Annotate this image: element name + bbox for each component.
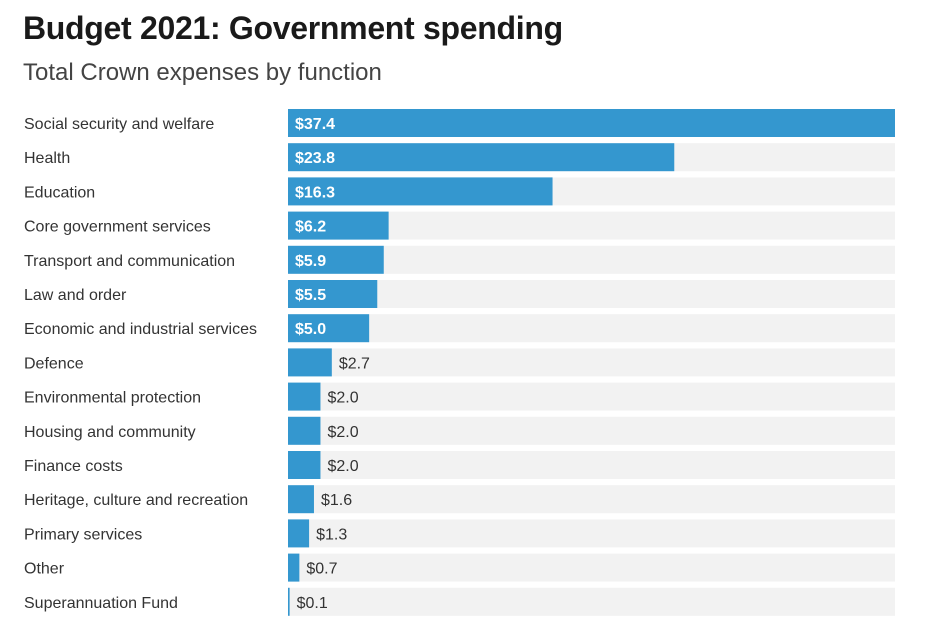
bar (288, 245, 384, 274)
category-label: Heritage, culture and recreation (24, 492, 248, 509)
bar-row: Transport and communication $5.9 (24, 245, 895, 274)
bar (288, 451, 321, 479)
value-label: $2.0 (327, 390, 358, 407)
bar-row: Heritage, culture and recreation $1.6 (24, 485, 895, 514)
category-label: Economic and industrial services (24, 321, 257, 338)
bar-row: Primary services $1.3 (24, 519, 895, 548)
bar-row: Superannuation Fund $0.1 (24, 587, 895, 616)
bar-track (288, 587, 895, 616)
bar-track (288, 211, 895, 240)
bar-track (288, 451, 895, 479)
bar-row: Law and order $5.5 (24, 280, 895, 308)
bar-track (288, 280, 895, 308)
category-label: Housing and community (24, 424, 196, 441)
bar-row: Social security and welfare $37.4 (24, 109, 895, 137)
bar-row: Core government services $6.2 (24, 211, 895, 240)
category-label: Finance costs (24, 458, 123, 475)
bar-track (288, 416, 895, 445)
category-label: Transport and communication (24, 253, 235, 270)
bar-track (288, 348, 895, 377)
category-label: Environmental protection (24, 390, 201, 407)
bar-row: Health $23.8 (24, 143, 895, 172)
bar (288, 519, 310, 548)
bar (288, 382, 321, 411)
value-label: $2.0 (327, 424, 358, 441)
value-label: $2.0 (327, 458, 358, 475)
category-label: Defence (24, 355, 84, 372)
value-label: $1.3 (316, 526, 347, 543)
bar (288, 211, 389, 240)
value-label: $5.0 (295, 321, 326, 338)
bar (288, 314, 370, 343)
bar-row: Economic and industrial services $5.0 (24, 314, 895, 343)
category-label: Law and order (24, 287, 127, 304)
bar-track (288, 314, 895, 343)
bar (288, 587, 290, 616)
bar (288, 485, 314, 514)
value-label: $16.3 (295, 184, 335, 201)
value-label: $1.6 (321, 492, 352, 509)
bar-row: Defence $2.7 (24, 348, 895, 377)
category-label: Core government services (24, 219, 211, 236)
bar-row: Other $0.7 (24, 553, 895, 582)
category-label: Primary services (24, 526, 142, 543)
chart-subtitle: Total Crown expenses by function (23, 59, 382, 86)
bar-row: Housing and community $2.0 (24, 416, 895, 445)
bar-row: Education $16.3 (24, 177, 895, 206)
bar-row: Finance costs $2.0 (24, 451, 895, 479)
bar-track (288, 519, 895, 548)
bar (288, 280, 378, 308)
bar (288, 143, 675, 172)
category-label: Superannuation Fund (24, 595, 178, 612)
value-label: $37.4 (295, 116, 335, 133)
category-label: Health (24, 150, 70, 167)
value-label: $0.7 (306, 561, 337, 578)
bar (288, 553, 300, 582)
bar-track (288, 245, 895, 274)
category-label: Social security and welfare (24, 116, 214, 133)
bar (288, 109, 895, 137)
bar-track (288, 553, 895, 582)
bar-track (288, 382, 895, 411)
category-label: Other (24, 561, 65, 578)
bar (288, 177, 553, 206)
value-label: $6.2 (295, 219, 326, 236)
bar (288, 416, 321, 445)
value-label: $23.8 (295, 150, 335, 167)
category-label: Education (24, 184, 95, 201)
chart-title: Budget 2021: Government spending (23, 10, 563, 46)
value-label: $5.5 (295, 287, 326, 304)
bar (288, 348, 332, 377)
bar-row: Environmental protection $2.0 (24, 382, 895, 411)
value-label: $2.7 (339, 355, 370, 372)
bar-track (288, 485, 895, 514)
value-label: $5.9 (295, 253, 326, 270)
value-label: $0.1 (297, 595, 328, 612)
